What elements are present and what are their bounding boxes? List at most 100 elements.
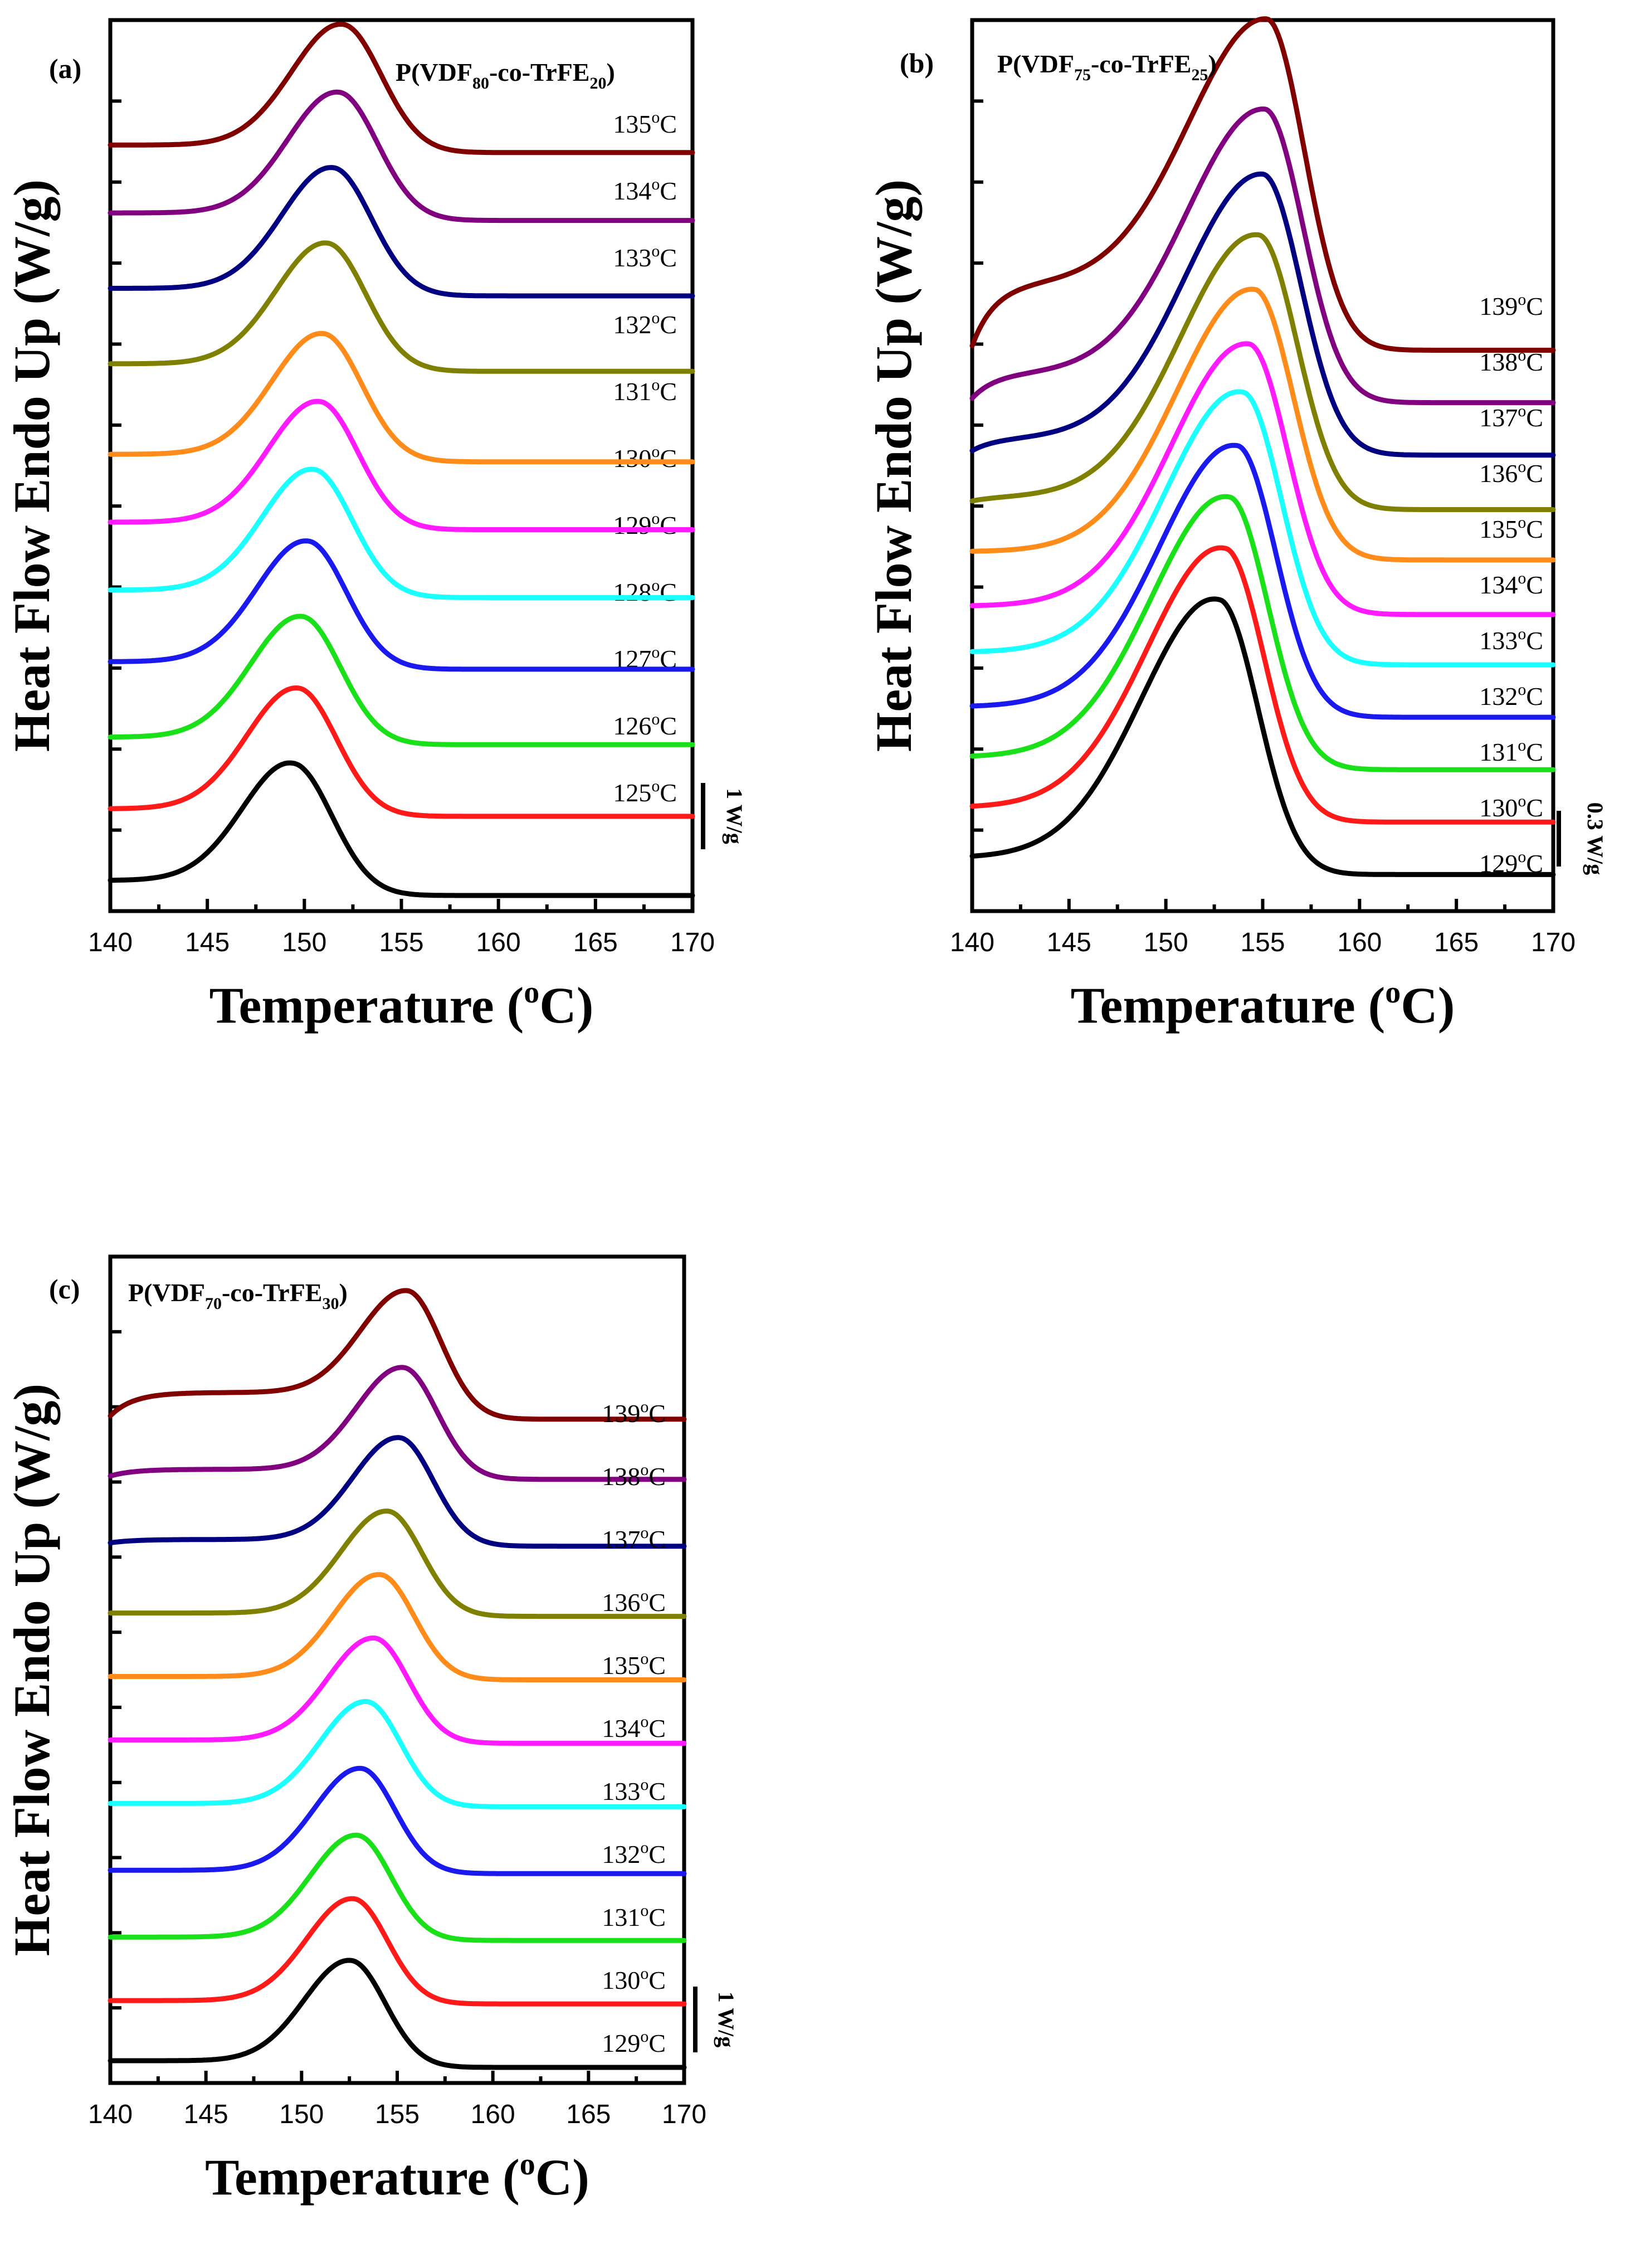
panel-label: (a)	[49, 53, 81, 84]
series-line-138	[108, 1365, 687, 1482]
series-label-129: 129oC	[1479, 848, 1543, 878]
series-label-132: 132oC	[602, 1838, 666, 1868]
x-tick-label: 160	[471, 2100, 515, 2129]
series-label-129: 129oC	[613, 509, 677, 539]
series-label-138: 138oC	[602, 1461, 666, 1491]
panel-label: (b)	[900, 47, 934, 79]
series-line-139	[108, 1288, 687, 1422]
x-tick-label: 160	[1337, 928, 1382, 957]
series-label-131: 131oC	[602, 1901, 666, 1931]
series-label-131: 131oC	[1479, 736, 1543, 766]
series-label-125: 125oC	[613, 777, 677, 807]
series-label-132: 132oC	[613, 309, 677, 339]
plot-frame	[970, 18, 1555, 913]
series-line-131	[108, 1832, 687, 1943]
chart-title: P(VDF80-co-TrFE20)	[396, 58, 615, 93]
series-line-135	[969, 286, 1556, 563]
series-label-130: 130oC	[1479, 792, 1543, 822]
panel-label: (c)	[49, 1273, 80, 1305]
series-line-130	[969, 545, 1556, 825]
x-axis-title: Temperature (oC)	[1071, 975, 1455, 1034]
series-label-136: 136oC	[602, 1586, 666, 1617]
series-label-133: 133oC	[1479, 625, 1543, 655]
series-line-132	[108, 240, 695, 374]
series-line-133	[108, 165, 695, 299]
series-label-139: 139oC	[1479, 290, 1543, 320]
x-axis-title: Temperature (oC)	[205, 2147, 589, 2206]
series-label-134: 134oC	[1479, 569, 1543, 599]
y-axis-title: Heat Flow Endo Up (W/g)	[3, 179, 60, 752]
series-line-139	[969, 16, 1556, 353]
x-tick-label: 150	[279, 2100, 324, 2129]
x-tick-label: 140	[88, 2100, 133, 2129]
x-tick-label: 170	[670, 928, 715, 957]
chart-panel-c: 140 145 150 155 160 165 170 129oC 130oC 131oC 132o…	[3, 1254, 739, 2206]
series-label-134: 134oC	[602, 1712, 666, 1743]
series-line-133	[108, 1698, 687, 1809]
series-line-132	[969, 442, 1556, 720]
series-label-128: 128oC	[613, 576, 677, 606]
series-line-134	[969, 341, 1556, 617]
series-line-128	[108, 538, 695, 672]
series-label-131: 131oC	[613, 376, 677, 406]
series-line-134	[108, 1636, 687, 1746]
x-tick-label: 145	[1047, 928, 1091, 957]
x-tick-label: 155	[375, 2100, 420, 2129]
x-tick-label: 165	[573, 928, 618, 957]
y-axis-title: Heat Flow Endo Up (W/g)	[3, 1384, 60, 1956]
x-tick-label: 170	[1531, 928, 1576, 957]
series-line-126	[108, 685, 695, 819]
series-line-135	[108, 21, 695, 155]
series-label-126: 126oC	[613, 710, 677, 740]
series-line-131	[108, 330, 695, 465]
y-axis-title: Heat Flow Endo Up (W/g)	[865, 179, 922, 752]
series-line-134	[108, 89, 695, 223]
x-tick-label: 150	[282, 928, 326, 957]
series-line-130	[108, 398, 695, 532]
series-label-129: 129oC	[602, 2027, 666, 2057]
series-label-130: 130oC	[602, 1964, 666, 1994]
scale-bar-label: 0.3 W/g	[1583, 802, 1608, 875]
x-axis-title: Temperature (oC)	[209, 975, 594, 1034]
x-tick-label: 145	[185, 928, 230, 957]
series-label-132: 132oC	[1479, 680, 1543, 710]
series-label-133: 133oC	[602, 1775, 666, 1805]
scale-bar-label: 1 W/g	[722, 788, 747, 844]
series-line-125	[108, 760, 695, 898]
series-label-137: 137oC	[1479, 402, 1543, 432]
series-line-129	[108, 466, 695, 600]
series-label-135: 135oC	[602, 1649, 666, 1680]
scale-bar-label: 1 W/g	[714, 1992, 739, 2047]
series-label-135: 135oC	[1479, 513, 1543, 543]
x-tick-label: 150	[1144, 928, 1188, 957]
series-line-136	[969, 232, 1556, 512]
x-tick-label: 165	[1434, 928, 1479, 957]
series-line-129	[108, 1958, 687, 2070]
series-line-136	[108, 1508, 687, 1619]
chart-title: P(VDF75-co-TrFE25)	[997, 50, 1217, 84]
series-label-136: 136oC	[1479, 458, 1543, 488]
x-tick-label: 140	[88, 928, 133, 957]
series-line-133	[969, 389, 1556, 668]
series-label-130: 130oC	[613, 442, 677, 473]
series-line-132	[108, 1765, 687, 1876]
series-line-137	[108, 1435, 687, 1549]
x-tick-label: 145	[184, 2100, 228, 2129]
series-line-129	[969, 596, 1556, 877]
x-tick-label: 155	[379, 928, 423, 957]
x-tick-label: 140	[950, 928, 994, 957]
x-tick-label: 170	[662, 2100, 706, 2129]
x-tick-label: 165	[566, 2100, 611, 2129]
series-label-137: 137oC	[602, 1524, 666, 1554]
series-line-135	[108, 1572, 687, 1682]
series-line-137	[969, 171, 1556, 458]
series-label-139: 139oC	[602, 1398, 666, 1428]
x-tick-label: 160	[476, 928, 521, 957]
x-tick-label: 155	[1240, 928, 1285, 957]
series-line-138	[969, 106, 1556, 406]
series-label-133: 133oC	[613, 242, 677, 272]
series-label-134: 134oC	[613, 175, 677, 205]
chart-panel-b: 140 145 150 155 160 165 170 129oC 130oC 131oC 132o…	[865, 16, 1608, 1034]
chart-panel-a: 140 145 150 155 160 165 170125oC126oC127oC128o…	[3, 18, 747, 1034]
